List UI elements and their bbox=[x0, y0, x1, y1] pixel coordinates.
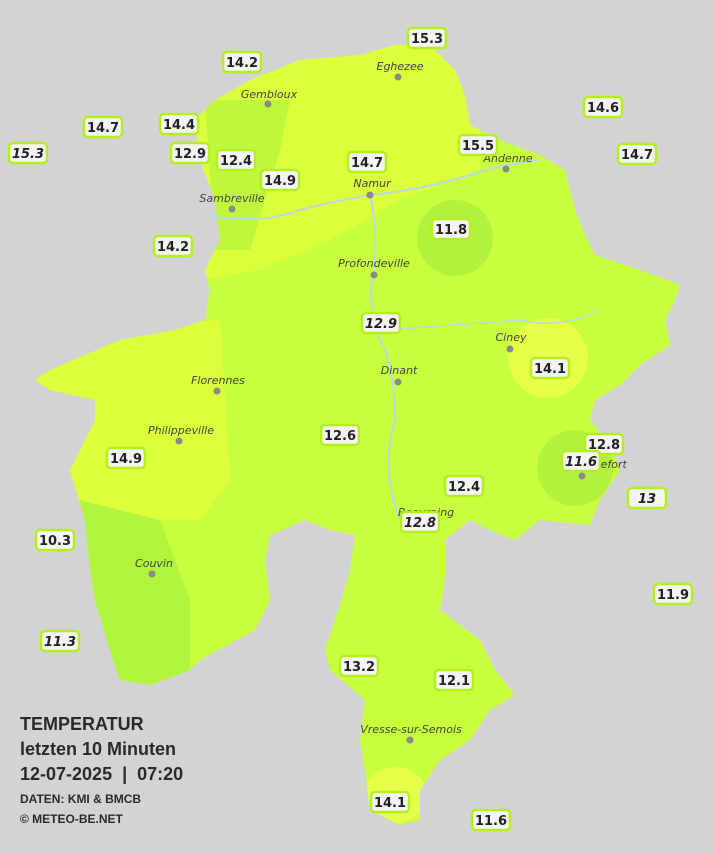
station-value: 12.9 bbox=[365, 317, 397, 332]
station-value: 15.5 bbox=[462, 139, 494, 154]
stations: 14.2 15.3 14.6 14.7 14.4 15.3 12.9 12.4 14.9 14.7… bbox=[7, 26, 694, 832]
city-label: Couvin bbox=[135, 557, 173, 570]
station-box bbox=[152, 234, 194, 258]
station-value: 14.1 bbox=[374, 796, 406, 811]
station-box bbox=[158, 112, 200, 136]
city-dot bbox=[370, 271, 378, 279]
city-label: Philippeville bbox=[148, 424, 214, 437]
station-value: 14.2 bbox=[226, 56, 258, 71]
river bbox=[384, 309, 601, 331]
station-box bbox=[221, 50, 263, 74]
city-label: Dinant bbox=[381, 364, 418, 377]
city-dot bbox=[148, 570, 156, 578]
station-box bbox=[105, 446, 147, 470]
station-box bbox=[443, 474, 485, 498]
station-box bbox=[616, 142, 658, 166]
station-box bbox=[626, 486, 668, 510]
station-value: 14.2 bbox=[157, 240, 189, 255]
station-box bbox=[399, 510, 441, 534]
datetime: 12-07-2025 | 07:20 bbox=[20, 764, 183, 784]
subtitle: letzten 10 Minuten bbox=[20, 739, 176, 759]
city-dot bbox=[502, 165, 510, 173]
station-value: 14.9 bbox=[264, 174, 296, 189]
station-value: 11.6 bbox=[565, 455, 597, 470]
station-value: 11.8 bbox=[435, 223, 467, 238]
station-value: 15.3 bbox=[411, 32, 443, 47]
river bbox=[369, 194, 401, 521]
city-dot bbox=[228, 205, 236, 213]
station-box bbox=[215, 148, 257, 172]
station-value: 14.9 bbox=[110, 452, 142, 467]
station-box bbox=[457, 133, 499, 157]
station-value: 14.7 bbox=[87, 121, 119, 136]
station-box bbox=[169, 141, 211, 165]
station-value: 11.6 bbox=[475, 814, 507, 829]
station-box bbox=[319, 423, 361, 447]
station-box bbox=[34, 528, 76, 552]
station-value: 13 bbox=[638, 492, 656, 507]
station-box bbox=[433, 668, 475, 692]
station-box bbox=[338, 654, 380, 678]
city-label: Namur bbox=[353, 177, 392, 190]
station-box bbox=[470, 808, 512, 832]
station-value: 10.3 bbox=[39, 534, 71, 549]
city-label: Eghezee bbox=[377, 60, 424, 73]
city-label: Florennes bbox=[191, 374, 245, 387]
city-label: Sambreville bbox=[199, 192, 264, 205]
station-box bbox=[7, 141, 49, 165]
station-value: 14.1 bbox=[534, 362, 566, 377]
station-box bbox=[39, 629, 81, 653]
city-dot bbox=[578, 472, 586, 480]
station-box bbox=[82, 115, 124, 139]
city-dot bbox=[406, 736, 414, 744]
source: DATEN: KMI & BMCB bbox=[20, 792, 141, 806]
station-box bbox=[560, 449, 602, 473]
city-label: Ciney bbox=[496, 331, 527, 344]
city-dot bbox=[264, 100, 272, 108]
station-value: 15.3 bbox=[12, 147, 44, 162]
station-value: 12.4 bbox=[448, 480, 480, 495]
station-value: 12.8 bbox=[588, 438, 620, 453]
city-dot bbox=[394, 378, 402, 386]
city-dot bbox=[506, 345, 514, 353]
station-box bbox=[652, 582, 694, 606]
station-value: 14.4 bbox=[163, 118, 195, 133]
city-label: Gembloux bbox=[241, 88, 298, 101]
station-box bbox=[430, 217, 472, 241]
station-value: 12.1 bbox=[438, 674, 470, 689]
cities: EghezeeGemblouxAndenneNamurSambrevillePr… bbox=[135, 60, 627, 744]
station-value: 12.9 bbox=[174, 147, 206, 162]
city-dot bbox=[366, 191, 374, 199]
city-label: Vresse-sur-Semois bbox=[360, 723, 462, 736]
station-value: 12.8 bbox=[404, 516, 436, 531]
station-box bbox=[582, 95, 624, 119]
station-value: 14.6 bbox=[587, 101, 619, 116]
station-box bbox=[529, 356, 571, 380]
station-box bbox=[259, 168, 301, 192]
station-box bbox=[346, 150, 388, 174]
station-value: 14.7 bbox=[351, 156, 383, 171]
station-value: 13.2 bbox=[343, 660, 375, 675]
station-box bbox=[360, 311, 402, 335]
station-value: 11.9 bbox=[657, 588, 689, 603]
station-box bbox=[369, 790, 411, 814]
station-value: 12.4 bbox=[220, 154, 252, 169]
credit: © METEO-BE.NET bbox=[20, 812, 124, 826]
city-label: Profondeville bbox=[338, 257, 410, 270]
title: TEMPERATUR bbox=[20, 714, 144, 734]
station-value: 14.7 bbox=[621, 148, 653, 163]
station-value: 12.6 bbox=[324, 429, 356, 444]
station-box bbox=[406, 26, 448, 50]
station-box bbox=[583, 432, 625, 456]
city-dot bbox=[394, 73, 402, 81]
city-dot bbox=[175, 437, 183, 445]
city-dot bbox=[213, 387, 221, 395]
station-value: 11.3 bbox=[44, 635, 76, 650]
